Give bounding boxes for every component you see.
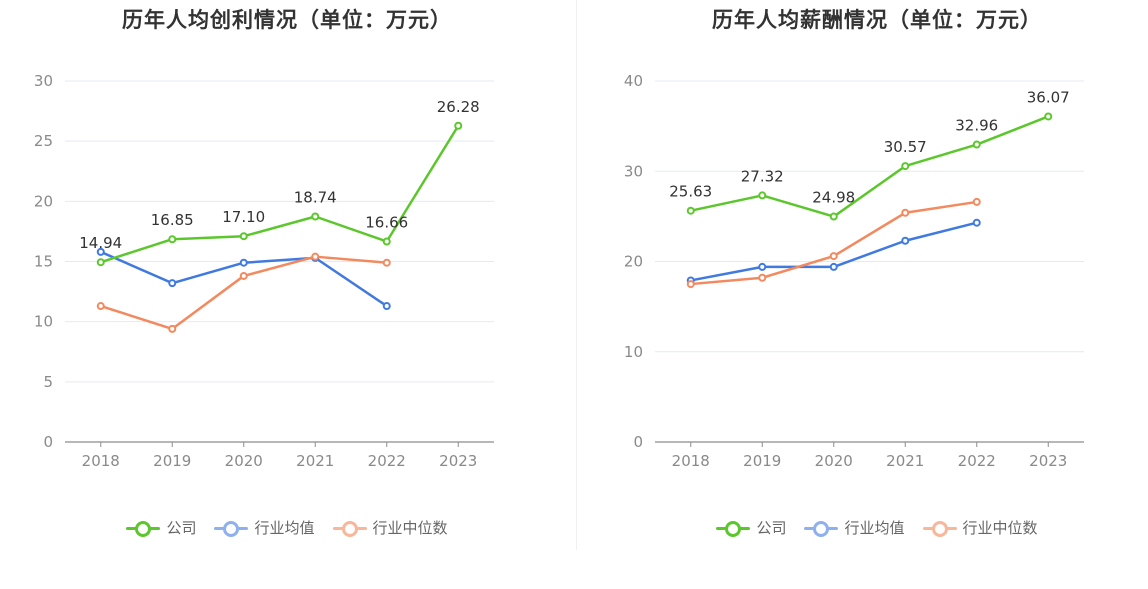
legend-item-industry-mean[interactable]: 行业均值 — [214, 517, 315, 538]
legend-label: 行业中位数 — [962, 519, 1038, 537]
y-tick-label: 0 — [43, 433, 53, 451]
chart-title: 历年人均薪酬情况（单位：万元） — [712, 8, 1042, 32]
data-point — [168, 324, 177, 333]
data-point — [239, 232, 248, 241]
data-point — [972, 218, 981, 227]
data-point — [311, 252, 320, 261]
data-point — [239, 258, 248, 267]
data-point — [239, 271, 248, 280]
data-point — [382, 237, 391, 246]
data-point — [382, 258, 391, 267]
legend-label: 行业均值 — [844, 519, 905, 537]
data-point — [96, 302, 105, 311]
x-tick-label: 2022 — [368, 452, 406, 470]
legend-marker-icon — [922, 520, 957, 537]
data-point — [686, 280, 695, 289]
legend-marker-icon — [804, 520, 839, 537]
legend-item-industry-median[interactable]: 行业中位数 — [922, 517, 1038, 538]
data-point — [686, 206, 695, 215]
data-point — [901, 236, 910, 245]
data-point — [901, 208, 910, 217]
y-tick-label: 30 — [624, 162, 643, 180]
legend-item-company[interactable]: 公司 — [126, 517, 196, 538]
panel-divider — [576, 0, 577, 550]
x-tick-label: 2020 — [225, 452, 263, 470]
data-label: 36.07 — [1027, 88, 1070, 106]
x-tick-label: 2023 — [439, 452, 477, 470]
x-tick-label: 2019 — [153, 452, 191, 470]
data-point — [96, 258, 105, 267]
x-tick-label: 2023 — [1029, 452, 1067, 470]
x-tick-label: 2021 — [886, 452, 924, 470]
data-point — [382, 302, 391, 311]
data-point — [758, 191, 767, 200]
data-point — [96, 247, 105, 256]
data-label: 14.94 — [79, 234, 122, 252]
data-label: 24.98 — [812, 189, 855, 207]
data-label: 32.96 — [955, 117, 998, 135]
y-tick-label: 20 — [624, 253, 643, 271]
legend-label: 公司 — [166, 519, 197, 537]
data-point — [168, 279, 177, 288]
data-point — [972, 197, 981, 206]
data-point — [829, 252, 838, 261]
chart-legend: 公司 行业均值 行业中位数 — [0, 517, 574, 538]
legend-marker-icon — [332, 520, 367, 537]
x-tick-label: 2021 — [296, 452, 334, 470]
data-point — [901, 162, 910, 171]
x-tick-label: 2018 — [82, 452, 120, 470]
profit-line-chart: 0 5 10 15 20 25 30 2018 2019 2020 2021 2022 2023 14.9… — [34, 72, 494, 470]
legend-item-company[interactable]: 公司 — [716, 517, 786, 538]
y-tick-label: 40 — [624, 72, 643, 90]
series-line — [690, 221, 978, 282]
chart-legend: 公司 行业均值 行业中位数 — [590, 517, 1148, 538]
x-tick-label: 2020 — [815, 452, 853, 470]
data-point — [758, 262, 767, 271]
data-label: 30.57 — [884, 138, 927, 156]
data-point — [829, 262, 838, 271]
y-tick-label: 0 — [633, 433, 643, 451]
x-tick-label: 2022 — [958, 452, 996, 470]
legend-label: 行业均值 — [254, 519, 315, 537]
legend-label: 行业中位数 — [372, 519, 448, 537]
data-point — [168, 235, 177, 244]
data-label: 26.28 — [437, 98, 480, 116]
x-tick-label: 2018 — [672, 452, 710, 470]
salary-chart-panel: 历年人均薪酬情况（单位：万元） 0 10 20 30 40 2018 2019 2020 202… — [590, 0, 1148, 589]
data-label: 17.10 — [222, 208, 265, 226]
data-label: 18.74 — [294, 188, 337, 206]
legend-label: 公司 — [756, 519, 787, 537]
y-tick-label: 10 — [624, 343, 643, 361]
series-line — [690, 115, 1049, 218]
chart-title: 历年人均创利情况（单位：万元） — [122, 8, 452, 32]
data-point — [829, 212, 838, 221]
y-tick-label: 15 — [34, 253, 53, 271]
legend-marker-icon — [214, 520, 249, 537]
data-point — [311, 212, 320, 221]
x-tick-label: 2019 — [743, 452, 781, 470]
y-tick-label: 5 — [43, 373, 53, 391]
data-label: 27.32 — [741, 167, 784, 185]
legend-item-industry-mean[interactable]: 行业均值 — [804, 517, 905, 538]
data-label: 25.63 — [669, 183, 712, 201]
y-tick-label: 20 — [34, 192, 53, 210]
y-tick-label: 30 — [34, 72, 53, 90]
data-label: 16.85 — [151, 211, 194, 229]
profit-chart-panel: 历年人均创利情况（单位：万元） 0 5 10 15 20 25 30 2018 2019 2020… — [0, 8, 574, 538]
legend-marker-icon — [126, 520, 161, 537]
salary-line-chart: 0 10 20 30 40 2018 2019 2020 2021 2022 2023 25.63 27… — [624, 72, 1084, 470]
data-point — [454, 121, 463, 130]
series-line — [100, 125, 460, 264]
legend-item-industry-median[interactable]: 行业中位数 — [332, 517, 448, 538]
data-point — [1044, 112, 1053, 121]
series-line — [100, 255, 387, 331]
y-tick-label: 10 — [34, 313, 53, 331]
data-point — [758, 273, 767, 282]
data-point — [972, 140, 981, 149]
y-tick-label: 25 — [34, 132, 53, 150]
data-label: 16.66 — [365, 214, 408, 232]
legend-marker-icon — [716, 520, 751, 537]
